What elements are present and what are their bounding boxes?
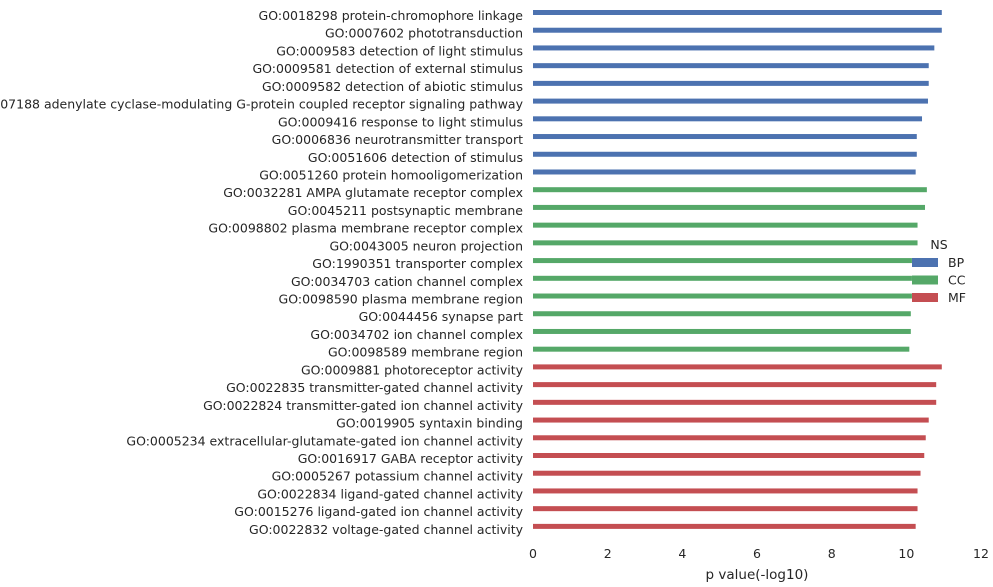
legend: NS BP CC MF xyxy=(912,237,966,305)
bar-bp xyxy=(533,80,929,86)
category-label: GO:0022832 voltage-gated channel activit… xyxy=(249,522,524,537)
category-label: GO:0032281 AMPA glutamate receptor compl… xyxy=(223,185,523,200)
category-label: GO:0019905 syntaxin binding xyxy=(336,416,523,431)
bar-bp xyxy=(533,45,935,51)
category-label: GO:1990351 transporter complex xyxy=(312,256,523,271)
category-label: GO:0034703 cation channel complex xyxy=(291,274,523,289)
bar-bp xyxy=(533,134,917,140)
bar-mf xyxy=(533,382,937,388)
category-label: GO:0045211 postsynaptic membrane xyxy=(288,203,524,218)
category-label: GO:0009582 detection of abiotic stimulus xyxy=(262,79,523,94)
bar-cc xyxy=(533,187,927,193)
category-labels: GO:0018298 protein-chromophore linkage GO… xyxy=(0,8,524,537)
category-label: GO:0022835 transmitter-gated channel act… xyxy=(226,380,523,395)
x-axis-ticks: 0 2 4 6 8 10 12 xyxy=(529,546,989,561)
bar-mf xyxy=(533,399,937,405)
bar-mf xyxy=(533,523,916,529)
category-label: GO:0006836 neurotransmitter transport xyxy=(272,132,523,147)
category-label: GO:0051606 detection of stimulus xyxy=(308,150,523,165)
bar-bp xyxy=(533,169,916,175)
x-tick-label: 12 xyxy=(973,546,989,561)
x-tick-label: 0 xyxy=(529,546,537,561)
category-label: GO:0009581 detection of external stimulu… xyxy=(253,61,524,76)
bar-cc xyxy=(533,275,912,281)
bar-mf xyxy=(533,470,921,476)
category-label: GO:0043005 neuron projection xyxy=(329,238,523,253)
bar-bp xyxy=(533,10,942,15)
category-label: GO:0051260 protein homooligomerization xyxy=(259,167,523,182)
category-label: GO:0022834 ligand-gated channel activity xyxy=(257,486,523,501)
bar-cc xyxy=(533,328,911,334)
x-tick-label: 10 xyxy=(898,546,914,561)
category-label: GO:0098802 plasma membrane receptor comp… xyxy=(208,221,523,236)
x-tick-label: 6 xyxy=(753,546,761,561)
bar-mf xyxy=(533,417,929,423)
bar-bp xyxy=(533,151,917,157)
bar-bp xyxy=(533,116,923,122)
category-label: GO:0009881 photoreceptor activity xyxy=(301,362,524,377)
legend-swatch-bp xyxy=(912,258,938,267)
category-label: GO:0018298 protein-chromophore linkage xyxy=(259,8,524,23)
legend-swatch-mf xyxy=(912,293,938,302)
legend-title: NS xyxy=(930,237,947,252)
bars-group xyxy=(533,10,942,529)
bar-cc xyxy=(533,258,912,264)
bar-bp xyxy=(533,98,928,104)
bar-mf xyxy=(533,488,918,494)
category-label: GO:0005267 potassium channel activity xyxy=(272,469,524,484)
bar-mf xyxy=(533,435,926,441)
bar-mf xyxy=(533,453,925,458)
category-label: GO:0005234 extracellular-glutamate-gated… xyxy=(126,433,523,448)
bar-bp xyxy=(533,63,929,69)
bar-cc xyxy=(533,222,918,228)
category-label: GO:0022824 transmitter-gated ion channel… xyxy=(203,398,524,413)
category-label: GO:0034702 ion channel complex xyxy=(310,327,523,342)
bar-cc xyxy=(533,240,918,246)
category-label: GO:0016917 GABA receptor activity xyxy=(298,451,524,466)
legend-label-bp: BP xyxy=(948,255,965,270)
x-tick-label: 8 xyxy=(828,546,836,561)
category-label: GO:0009583 detection of light stimulus xyxy=(276,43,523,58)
legend-swatch-cc xyxy=(912,275,938,285)
legend-label-mf: MF xyxy=(948,290,966,305)
bar-cc xyxy=(533,293,912,299)
bar-mf xyxy=(533,506,918,512)
bar-mf xyxy=(533,364,942,370)
legend-label-cc: CC xyxy=(948,273,966,288)
category-label: GO:0007188 adenylate cyclase-modulating … xyxy=(0,97,524,112)
category-label: GO:0007602 phototransduction xyxy=(325,26,523,41)
category-label: GO:0009416 response to light stimulus xyxy=(278,114,523,129)
category-label: GO:0044456 synapse part xyxy=(359,309,523,324)
category-label: GO:0098590 plasma membrane region xyxy=(279,292,523,307)
category-label: GO:0015276 ligand-gated ion channel acti… xyxy=(234,504,523,519)
bar-cc xyxy=(533,311,911,317)
bar-cc xyxy=(533,204,925,210)
bar-bp xyxy=(533,27,942,33)
x-tick-label: 2 xyxy=(604,546,612,561)
x-tick-label: 4 xyxy=(678,546,686,561)
x-axis-label: p value(-log10) xyxy=(706,567,809,583)
bar-cc xyxy=(533,346,910,352)
category-label: GO:0098589 membrane region xyxy=(328,345,523,360)
